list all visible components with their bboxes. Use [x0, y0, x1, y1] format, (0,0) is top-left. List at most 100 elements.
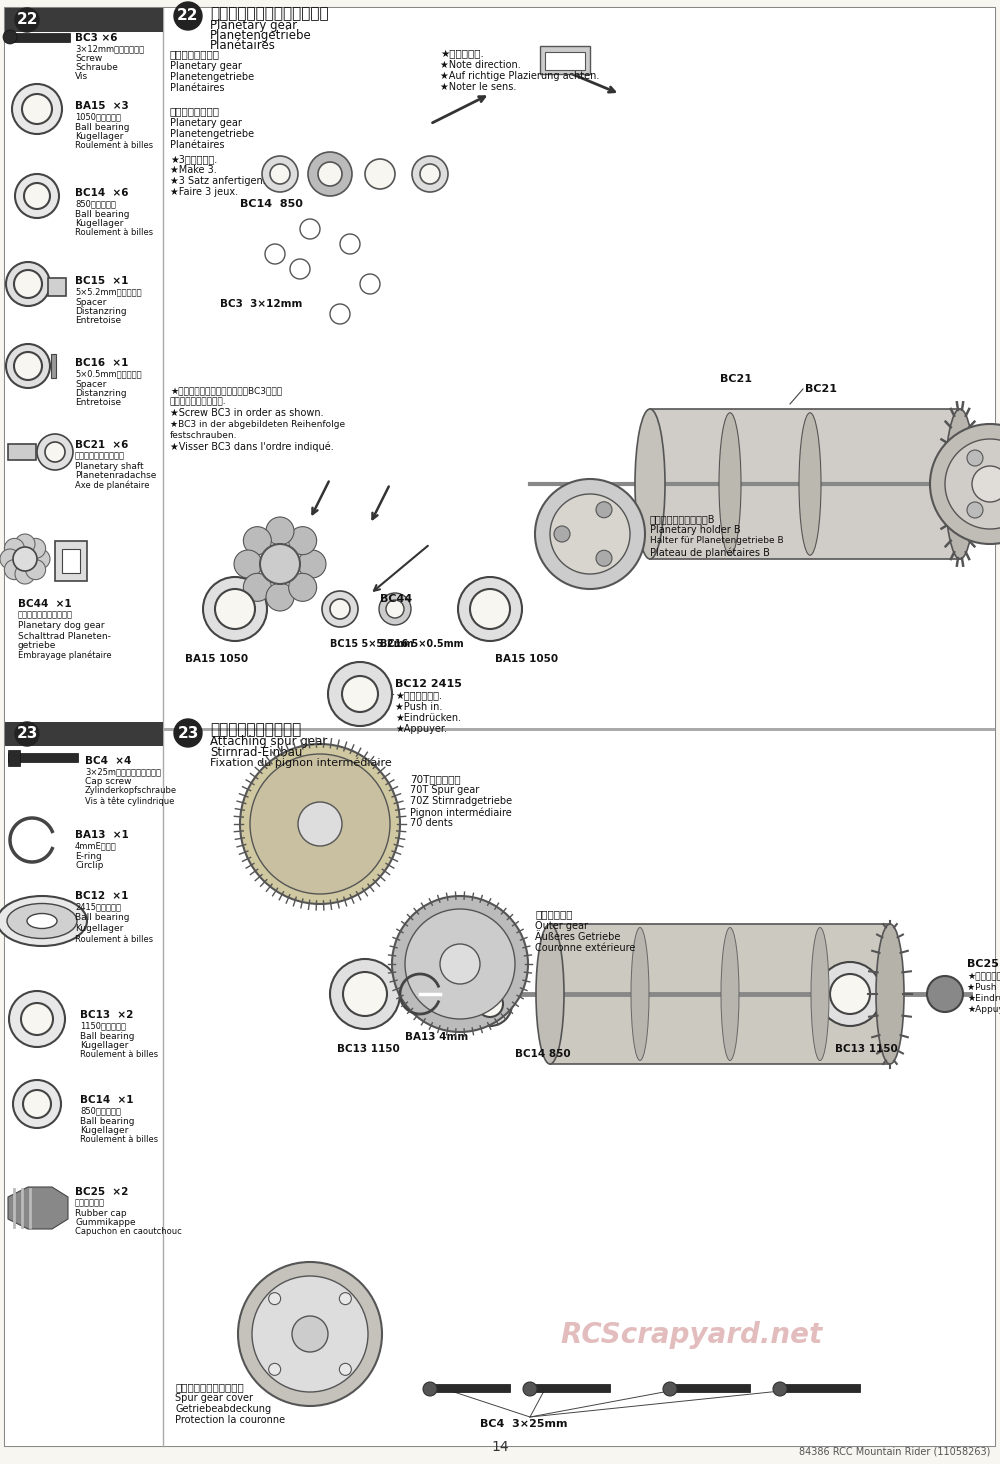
Circle shape: [330, 305, 350, 324]
Text: ★Make 3.: ★Make 3.: [170, 165, 217, 176]
Text: ★Push in.: ★Push in.: [395, 703, 442, 712]
Text: BA15 1050: BA15 1050: [185, 654, 248, 665]
Bar: [780, 1383, 860, 1392]
Text: Protection la couronne: Protection la couronne: [175, 1416, 285, 1424]
Circle shape: [773, 1382, 787, 1397]
Text: 70 dents: 70 dents: [410, 818, 453, 829]
Text: Rubber cap: Rubber cap: [75, 1209, 127, 1218]
Circle shape: [45, 442, 65, 463]
Circle shape: [392, 896, 528, 1032]
Text: Roulement à billes: Roulement à billes: [75, 141, 153, 149]
Circle shape: [412, 157, 448, 192]
Text: BC12  ×1: BC12 ×1: [75, 892, 128, 900]
Text: Getriebeabdeckung: Getriebeabdeckung: [175, 1404, 271, 1414]
Bar: [5, 731, 163, 1446]
Circle shape: [21, 1003, 53, 1035]
Text: 5: 5: [307, 225, 313, 234]
Circle shape: [967, 502, 983, 518]
Circle shape: [818, 962, 882, 1026]
Text: 4: 4: [347, 240, 353, 249]
Circle shape: [15, 7, 39, 32]
Bar: [5, 722, 163, 747]
Text: 850ベアリング: 850ベアリング: [80, 1105, 121, 1116]
Bar: [8, 750, 20, 766]
Bar: [5, 7, 163, 32]
Ellipse shape: [0, 896, 87, 946]
Text: ★3 Satz anfertigen.: ★3 Satz anfertigen.: [170, 176, 266, 186]
Text: Kugellager: Kugellager: [75, 924, 123, 933]
Text: Planetary shaft: Planetary shaft: [75, 463, 144, 471]
Ellipse shape: [7, 903, 77, 938]
Text: Stirnrad-Einbau: Stirnrad-Einbau: [210, 747, 302, 758]
Circle shape: [300, 220, 320, 239]
Circle shape: [13, 1080, 61, 1127]
Ellipse shape: [876, 924, 904, 1064]
Text: ★Push in.: ★Push in.: [967, 982, 1000, 993]
Circle shape: [266, 517, 294, 545]
Text: BC4  ×4: BC4 ×4: [85, 755, 131, 766]
Circle shape: [360, 274, 380, 294]
Circle shape: [458, 577, 522, 641]
Text: ★Visser BC3 dans l'ordre indiqué.: ★Visser BC3 dans l'ordre indiqué.: [170, 442, 334, 452]
Text: Gummikappe: Gummikappe: [75, 1218, 136, 1227]
Ellipse shape: [799, 413, 821, 555]
Circle shape: [330, 599, 350, 619]
Text: Axe de planétaire: Axe de planétaire: [75, 480, 150, 489]
Circle shape: [440, 944, 480, 984]
Circle shape: [260, 545, 300, 584]
Circle shape: [22, 94, 52, 124]
Text: Schalttrad Planeten-: Schalttrad Planeten-: [18, 632, 111, 641]
Circle shape: [15, 534, 35, 553]
Circle shape: [238, 1262, 382, 1405]
Text: ★Screw BC3 in order as shown.: ★Screw BC3 in order as shown.: [170, 408, 324, 419]
Circle shape: [830, 974, 870, 1015]
Bar: [550, 924, 890, 1064]
Text: スパーギヤの取り付け: スパーギヤの取り付け: [210, 722, 301, 736]
Circle shape: [379, 593, 411, 625]
Circle shape: [269, 1293, 281, 1304]
Bar: [62, 549, 80, 572]
Text: Planetary holder B: Planetary holder B: [650, 526, 741, 534]
Text: Spacer: Spacer: [75, 299, 106, 307]
Circle shape: [298, 550, 326, 578]
Text: Vis à tête cylindrique: Vis à tête cylindrique: [85, 796, 174, 805]
Text: Ball bearing: Ball bearing: [75, 914, 130, 922]
Circle shape: [477, 991, 503, 1017]
Circle shape: [468, 982, 512, 1026]
Ellipse shape: [536, 924, 564, 1064]
Text: ★Faire 3 jeux.: ★Faire 3 jeux.: [170, 187, 238, 198]
Text: ★向きを注意.: ★向きを注意.: [440, 48, 484, 59]
Text: BC12 2415: BC12 2415: [395, 679, 462, 690]
Text: Ball bearing: Ball bearing: [75, 123, 130, 132]
Text: festschrauben.: festschrauben.: [170, 430, 238, 441]
Text: Outer gear: Outer gear: [535, 921, 588, 931]
Circle shape: [535, 479, 645, 589]
Text: BC13 1150: BC13 1150: [337, 1044, 400, 1054]
Text: Vis: Vis: [75, 72, 88, 81]
Bar: [8, 752, 78, 761]
Text: Schraube: Schraube: [75, 63, 118, 72]
Text: ★3個作ります.: ★3個作ります.: [170, 154, 217, 164]
Circle shape: [174, 1, 202, 29]
Text: プラネタリーキャリアB: プラネタリーキャリアB: [650, 514, 716, 524]
Text: Attaching spur gear: Attaching spur gear: [210, 735, 327, 748]
Bar: [5, 728, 995, 731]
Circle shape: [30, 549, 50, 569]
Text: BC21: BC21: [720, 373, 752, 384]
Text: E-ring: E-ring: [75, 852, 102, 861]
Bar: [670, 1383, 750, 1392]
Circle shape: [298, 802, 342, 846]
Text: Plateau de planétaires B: Plateau de planétaires B: [650, 548, 770, 558]
Text: ★Note direction.: ★Note direction.: [440, 60, 521, 70]
Circle shape: [930, 425, 1000, 545]
Text: BC15  ×1: BC15 ×1: [75, 277, 128, 285]
Text: BC16 5×0.5mm: BC16 5×0.5mm: [380, 638, 464, 649]
Text: Cap screw: Cap screw: [85, 777, 132, 786]
Ellipse shape: [27, 914, 57, 928]
Circle shape: [340, 234, 360, 253]
Text: Planétaires: Planétaires: [210, 40, 276, 53]
Text: Kugellager: Kugellager: [75, 132, 123, 141]
Text: Roulement à billes: Roulement à billes: [75, 228, 153, 237]
Circle shape: [250, 754, 390, 895]
Text: 6: 6: [272, 250, 278, 259]
